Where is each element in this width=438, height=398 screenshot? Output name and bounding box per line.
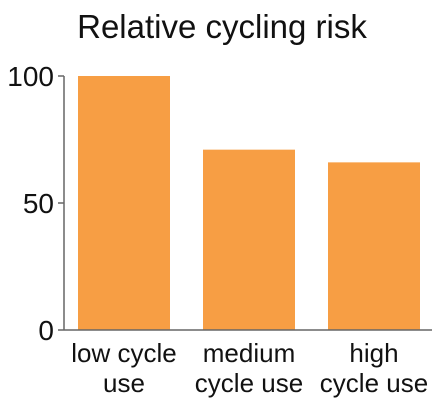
category-label-3: high cycle use	[320, 338, 428, 398]
bar-2	[203, 149, 295, 330]
axes	[58, 75, 432, 331]
y-tick-label-0: 0	[38, 315, 54, 346]
category-labels: low cycle use medium cycle use high cycle use	[71, 338, 428, 398]
y-tick-label-100: 100	[7, 61, 54, 92]
y-tick-label-50: 50	[23, 188, 54, 219]
chart-title: Relative cycling risk	[77, 8, 367, 45]
bars-layer	[78, 76, 420, 330]
bar-3	[328, 162, 420, 330]
category-label-1: low cycle use	[71, 338, 176, 398]
bar-1	[78, 76, 170, 330]
category-label-2: medium cycle use	[195, 338, 303, 398]
y-tick-labels: 0 50 100	[7, 61, 54, 346]
